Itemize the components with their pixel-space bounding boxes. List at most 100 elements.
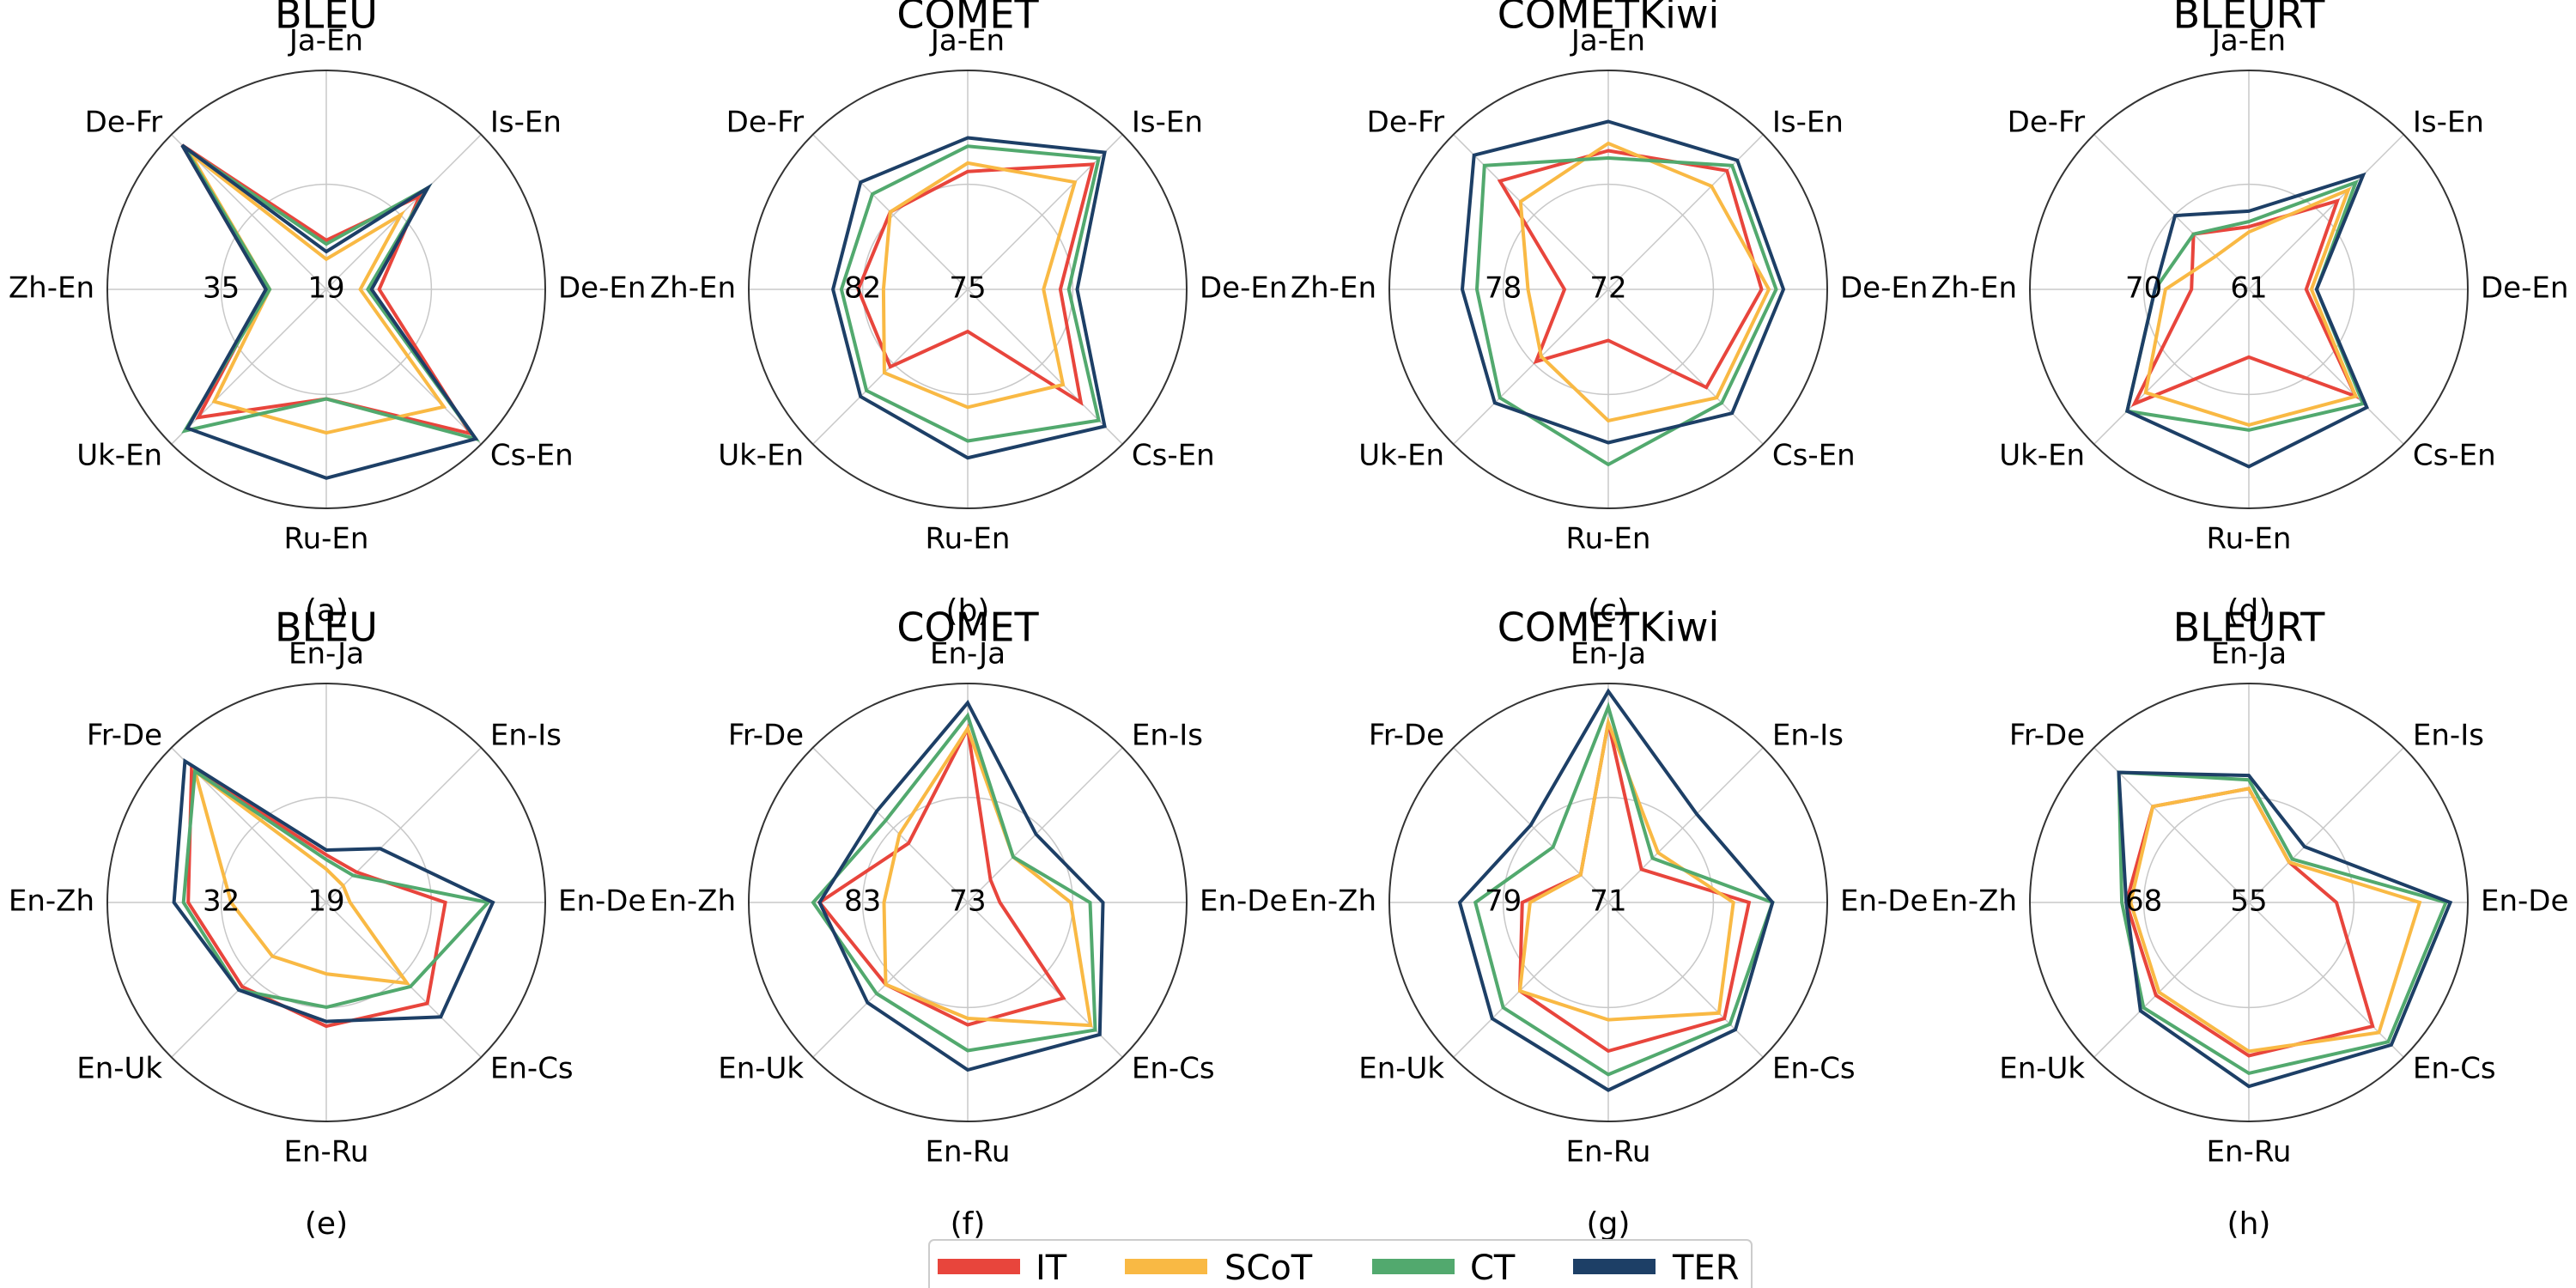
axis-label-en-is: En-Is [2413, 719, 2484, 753]
axis-label-fr-de: Fr-De [87, 719, 162, 753]
axis-label-en-ru: En-Ru [1566, 1135, 1651, 1170]
radar-chart-a: 19 35 Ja-En Is-En De-En Cs-En Ru-En Uk-En Zh-En D… [9, 0, 647, 629]
axis-label-fr-de: Fr-De [2009, 719, 2085, 753]
series-ct-c [1474, 155, 1778, 467]
axis-label-uk-en: Uk-En [76, 438, 162, 472]
tick-label: 82 [844, 271, 881, 306]
axis-label-en-is: En-Is [1132, 719, 1203, 753]
axis-label-en-uk: En-Uk [1999, 1051, 2085, 1085]
series-scot-c [1518, 141, 1771, 423]
legend-label-ter: TER [1672, 1249, 1740, 1288]
grid-spoke [2248, 134, 2404, 290]
axis-label-en-de: En-De [558, 884, 646, 919]
axis-label-en-cs: En-Cs [2413, 1051, 2496, 1085]
outer-ring [748, 683, 1188, 1122]
axis-label-ru-en: Ru-En [1566, 522, 1651, 556]
tick-label: 73 [949, 884, 986, 919]
axis-label-en-ja: En-Ja [2211, 637, 2287, 671]
series-scot-e [191, 767, 411, 986]
axis-label-en-zh: En-Zh [9, 884, 94, 919]
axis-label-de-en: De-En [2481, 271, 2568, 306]
grid-spoke [967, 747, 1123, 903]
series-ct-b [839, 144, 1102, 443]
legend: IT SCoT CT TER [928, 1239, 1753, 1288]
axis-label-is-en: Is-En [490, 106, 562, 140]
tick-label: 75 [949, 271, 986, 306]
legend-swatch-it [938, 1259, 1020, 1274]
axis-label-en-ru: En-Ru [926, 1135, 1011, 1170]
outer-ring [106, 683, 546, 1122]
axis-label-en-de: En-De [2481, 884, 2568, 919]
axis-label-en-is: En-Is [1772, 719, 1844, 753]
axis-label-ru-en: Ru-En [284, 522, 369, 556]
axis-label-uk-en: Uk-En [1358, 438, 1444, 472]
tick-label: 72 [1589, 271, 1626, 306]
tick-label: 32 [203, 884, 240, 919]
legend-item-ct: CT [1372, 1249, 1516, 1288]
radar-charts: 1935Ja-EnIs-EnDe-EnCs-EnRu-EnUk-EnZh-EnD… [9, 0, 2569, 1242]
series-ter-g [1457, 688, 1775, 1092]
tick-label: 61 [2230, 271, 2267, 306]
legend-swatch-ct [1372, 1259, 1455, 1274]
series-ter-h [2117, 770, 2453, 1089]
outer-ring [748, 70, 1188, 509]
axis-label-zh-en: Zh-En [1931, 271, 2017, 306]
grid-spoke [2248, 902, 2404, 1058]
chart-title: COMETKiwi [1498, 0, 1720, 38]
axis-label-en-uk: En-Uk [76, 1051, 162, 1085]
tick-label: 78 [1485, 271, 1522, 306]
grid-spoke [2093, 289, 2250, 445]
tick-label: 71 [1589, 884, 1626, 919]
grid-spoke [812, 902, 969, 1058]
grid-spoke [1607, 747, 1764, 903]
legend-label-scot: SCoT [1224, 1249, 1313, 1288]
axis-label-en-cs: En-Cs [1772, 1051, 1856, 1085]
radar-chart-e: 19 32 En-Ja En-Is En-De En-Cs En-Ru En-Uk En-Zh F… [9, 605, 647, 1242]
series-ct-d [2124, 179, 2366, 432]
tick-label: 35 [203, 271, 240, 306]
axis-label-ru-en: Ru-En [2207, 522, 2292, 556]
radar-chart-b: 75 82 Ja-En Is-En De-En Cs-En Ru-En Uk-En Zh-En D… [650, 0, 1288, 629]
axis-label-en-ru: En-Ru [2207, 1135, 2292, 1170]
series-scot-b [881, 161, 1078, 410]
legend-swatch-scot [1125, 1259, 1207, 1274]
axis-label-en-ja: En-Ja [289, 637, 364, 671]
legend-label-ct: CT [1470, 1249, 1516, 1288]
grid-ring [2142, 183, 2355, 396]
axis-label-de-fr: De-Fr [2008, 106, 2085, 140]
legend-item-it: IT [938, 1249, 1067, 1288]
grid-spoke [1453, 902, 1609, 1058]
axis-label-de-en: De-En [1200, 271, 1287, 306]
axis-label-en-ja: En-Ja [930, 637, 1005, 671]
grid-ring [861, 796, 1074, 1009]
chart-title: COMET [896, 605, 1039, 651]
radar-chart-f: 73 83 En-Ja En-Is En-De En-Cs En-Ru En-Uk En-Zh F… [650, 605, 1288, 1242]
chart-title: BLEU [275, 605, 378, 651]
series-ct-f [811, 712, 1097, 1053]
grid-spoke [171, 289, 327, 445]
outer-ring [2029, 683, 2469, 1122]
chart-title: COMET [896, 0, 1039, 38]
series-ter-a [180, 143, 479, 480]
axis-label-de-fr: De-Fr [85, 106, 162, 140]
grid-spoke [812, 747, 969, 903]
axis-label-cs-en: Cs-En [1772, 438, 1856, 472]
series-ter-f [817, 699, 1105, 1072]
axis-label-de-fr: De-Fr [1367, 106, 1444, 140]
tick-label: 68 [2125, 884, 2162, 919]
axis-label-en-ja: En-Ja [1571, 637, 1646, 671]
axis-label-ja-en: Ja-En [929, 24, 1005, 58]
grid-spoke [2093, 134, 2250, 290]
axis-label-cs-en: Cs-En [490, 438, 574, 472]
panel-label: (d) [2227, 593, 2271, 629]
legend-box [928, 1239, 1753, 1288]
series-scot-f [882, 725, 1093, 1028]
axis-label-ru-en: Ru-En [926, 522, 1011, 556]
axis-label-is-en: Is-En [1132, 106, 1203, 140]
radar-chart-g: 71 79 En-Ja En-Is En-De En-Cs En-Ru En-Uk En-Zh F… [1291, 605, 1929, 1242]
panel-label: (a) [305, 593, 348, 629]
axis-label-ja-en: Ja-En [1570, 24, 1645, 58]
grid-ring [1502, 796, 1715, 1009]
axis-label-en-zh: En-Zh [650, 884, 736, 919]
